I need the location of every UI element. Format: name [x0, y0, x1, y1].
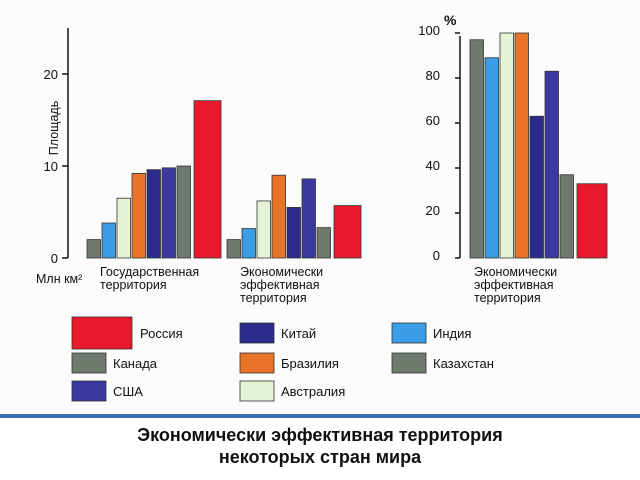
group-label: эффективная	[474, 278, 553, 292]
legend-swatch-австралия	[239, 380, 275, 402]
divider-line	[0, 414, 640, 418]
bar-россия	[576, 183, 608, 259]
percent-chart-group: % 0 20 40 60 80 100 Экономическиэффективнаяте…	[418, 12, 608, 305]
bar-бразилия	[131, 172, 146, 259]
y-tick-label: 60	[426, 113, 440, 128]
bar-австралия	[499, 32, 514, 259]
legend-label: Бразилия	[281, 356, 339, 371]
bar-сша	[301, 178, 316, 259]
group-label: Экономически	[474, 265, 557, 279]
bar-сша	[544, 70, 559, 259]
y-tick-label: 40	[426, 158, 440, 173]
group-label: Государственная	[100, 265, 199, 279]
caption-line-1: Экономически эффективная территория	[137, 425, 503, 445]
y-tick-label: 0	[433, 248, 440, 263]
y-axis-unit: Млн км²	[36, 272, 82, 286]
group-label: эффективная	[240, 278, 319, 292]
bar-бразилия	[271, 174, 286, 259]
legend-swatch-сша	[71, 380, 107, 402]
bar-австралия	[116, 197, 131, 259]
legend-swatch-бразилия	[239, 352, 275, 374]
bar-индия	[484, 57, 499, 259]
legend-label: Китай	[281, 326, 316, 341]
group-label: территория	[100, 278, 167, 292]
y-axis-title: Площадь	[47, 101, 61, 155]
legend-label: Казахстан	[433, 356, 494, 371]
bar-канада	[469, 39, 484, 259]
bar-казахстан	[226, 239, 241, 259]
legend-swatch-индия	[391, 322, 427, 344]
bar-россия	[193, 100, 222, 259]
legend-label: Австралия	[281, 384, 345, 399]
bar-бразилия	[514, 32, 529, 259]
figure-caption: Экономически эффективная территория неко…	[0, 424, 640, 468]
legend: Россия Китай Индия Канада Бразилия Казахстан С…	[71, 316, 494, 402]
legend-swatch-россия	[71, 316, 133, 350]
legend-swatch-китай	[239, 322, 275, 344]
bar-казахстан	[86, 239, 101, 259]
bar-канада	[316, 227, 331, 259]
bar-сша	[161, 167, 176, 259]
legend-label: Индия	[433, 326, 471, 341]
group-label: территория	[474, 291, 541, 305]
legend-swatch-канада	[71, 352, 107, 374]
bar-китай	[146, 169, 161, 259]
y-tick-label: 80	[426, 68, 440, 83]
bar-китай	[286, 206, 301, 259]
y-tick-label: 100	[418, 23, 440, 38]
legend-label: Канада	[113, 356, 158, 371]
y-tick-label: 10	[44, 159, 58, 174]
group-label: территория	[240, 291, 307, 305]
bar-россия	[333, 205, 362, 259]
percent-unit: %	[444, 12, 457, 28]
bar-индия	[241, 228, 256, 259]
bar-австралия	[256, 200, 271, 259]
caption-line-2: некоторых стран мира	[218, 447, 422, 467]
legend-label: США	[113, 384, 143, 399]
group-label: Экономически	[240, 265, 323, 279]
bar-китай	[529, 115, 544, 259]
y-tick-label: 20	[426, 203, 440, 218]
bar-казахстан	[559, 174, 574, 259]
y-tick-label: 20	[44, 67, 58, 82]
bar-индия	[101, 222, 116, 259]
legend-swatch-казахстан	[391, 352, 427, 374]
legend-label: Россия	[140, 326, 183, 341]
bar-канада	[176, 165, 191, 259]
y-tick-label: 0	[51, 251, 58, 266]
